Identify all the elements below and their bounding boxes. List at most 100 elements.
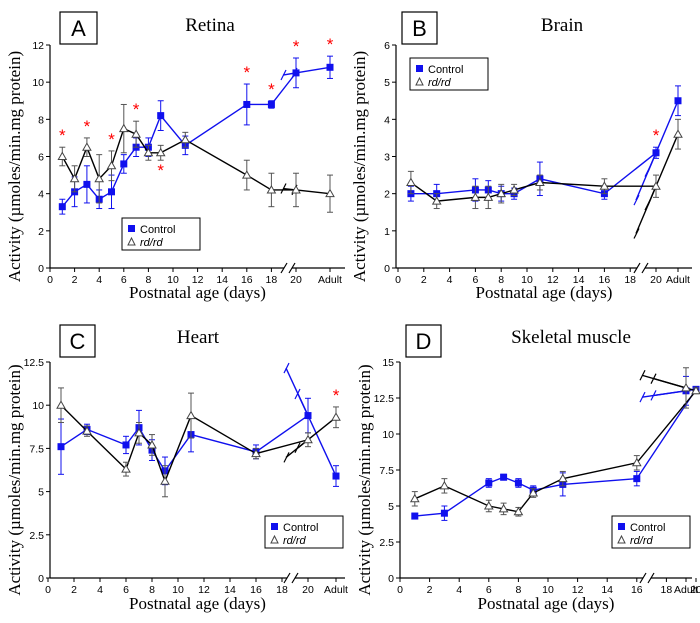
data-point [94,173,105,183]
significance-star: * [653,126,660,145]
data-point [528,488,539,497]
y-tick-label: 12.5 [374,393,395,405]
data-point [106,160,117,170]
data-point [155,147,166,157]
series-break-mark [633,228,640,239]
data-point [509,184,519,194]
data-point [304,412,312,420]
panel-letter-box [59,324,96,358]
x-tick-label: 10 [172,584,184,596]
x-tick-label: 12 [198,584,210,596]
legend-marker [270,534,279,544]
x-tick-label: 20 [290,274,302,286]
x-tick-label: 6 [123,584,129,596]
y-tick-label: 2.5 [379,537,394,549]
data-point [498,503,509,513]
x-tick-label: 2 [421,274,427,286]
series-line [414,390,697,513]
chart-title: Heart [177,327,220,348]
x-tick-label: 14 [573,274,585,286]
series-line-segment [297,393,337,477]
y-tick-label: 6 [384,40,390,52]
axis-break-mark [291,572,299,584]
y-axis-label: Activity (µmoles/min.mg protein) [355,364,374,595]
data-point [58,203,66,211]
data-point [266,184,277,194]
x-tick-label: 20 [650,274,662,286]
data-point [83,180,91,188]
x-tick-label: Adult [318,274,342,286]
data-point [485,479,493,487]
y-tick-label: 4 [38,189,44,201]
series-line [410,152,657,195]
x-tick-label: 2 [72,274,78,286]
x-tick-label: 8 [149,584,155,596]
x-tick-label: 10 [167,274,179,286]
data-point [439,480,450,490]
data-point [651,181,661,190]
y-tick-label: 10 [32,77,44,89]
data-point [251,448,261,458]
y-tick-label: 0 [388,573,394,585]
series-break-mark [283,362,290,374]
legend-label: Control [630,522,665,534]
data-point [535,177,545,187]
x-tick-label: 20 [690,584,700,596]
y-tick-label: 7.5 [379,465,394,477]
data-point [160,476,170,485]
legend-label: rd/rd [428,77,452,89]
y-tick-label: 0 [38,263,44,275]
y-tick-label: 15 [382,357,394,369]
y-tick-label: 8 [38,114,44,126]
series-rd-rd [56,387,341,498]
x-tick-label: 0 [47,274,53,286]
data-point [134,427,144,437]
data-point [557,473,568,483]
y-axis-label: Activity (µmoles/min.mg protein) [5,364,24,595]
x-tick-label: 12 [572,584,584,596]
chart-panel-a: A Retina 0 2 4 6 8 10 12 0 2 4 6 8 10 12 14 16 18 20 Adult Po… [5,11,345,302]
x-tick-label: Adult [666,274,690,286]
y-tick-label: 5 [388,501,394,513]
x-tick-label: 14 [216,274,228,286]
panel-letter-box [59,11,98,45]
series-line-segment [653,378,687,389]
x-axis-label: Postnatal age (days) [129,594,266,613]
x-tick-label: 10 [542,584,554,596]
axis-break-mark [641,262,649,274]
data-point [243,100,251,108]
data-point [118,123,129,133]
x-tick-label: 6 [121,274,127,286]
panel-letter-box [401,11,438,45]
significance-star: * [59,126,66,145]
series-line-segment [294,189,331,195]
data-point [325,188,335,198]
x-tick-label: 12 [547,274,559,286]
significance-star: * [108,130,115,149]
axis-break-mark [280,262,288,274]
legend-marker [415,76,424,86]
y-axis-label: Activity (µmoles/min.mg protein) [350,51,369,282]
data-point [57,443,65,451]
data-point [496,188,507,198]
series-line-segment [294,66,331,74]
chart-title: Brain [541,15,584,36]
data-point [241,170,252,179]
x-tick-label: 8 [498,274,504,286]
series-line-segment [647,133,679,206]
legend-label: rd/rd [630,535,654,547]
x-tick-label: 4 [97,584,103,596]
legend-label: Control [140,224,175,236]
x-tick-label: 12 [192,274,204,286]
y-axis-label: Activity (µmoles/min.mg protein) [5,51,24,282]
y-tick-label: 6 [38,152,44,164]
data-point [599,181,610,190]
series-break-mark [644,199,651,211]
series-line [414,388,697,517]
x-tick-label: 4 [447,274,453,286]
series-line-segment [653,390,687,397]
